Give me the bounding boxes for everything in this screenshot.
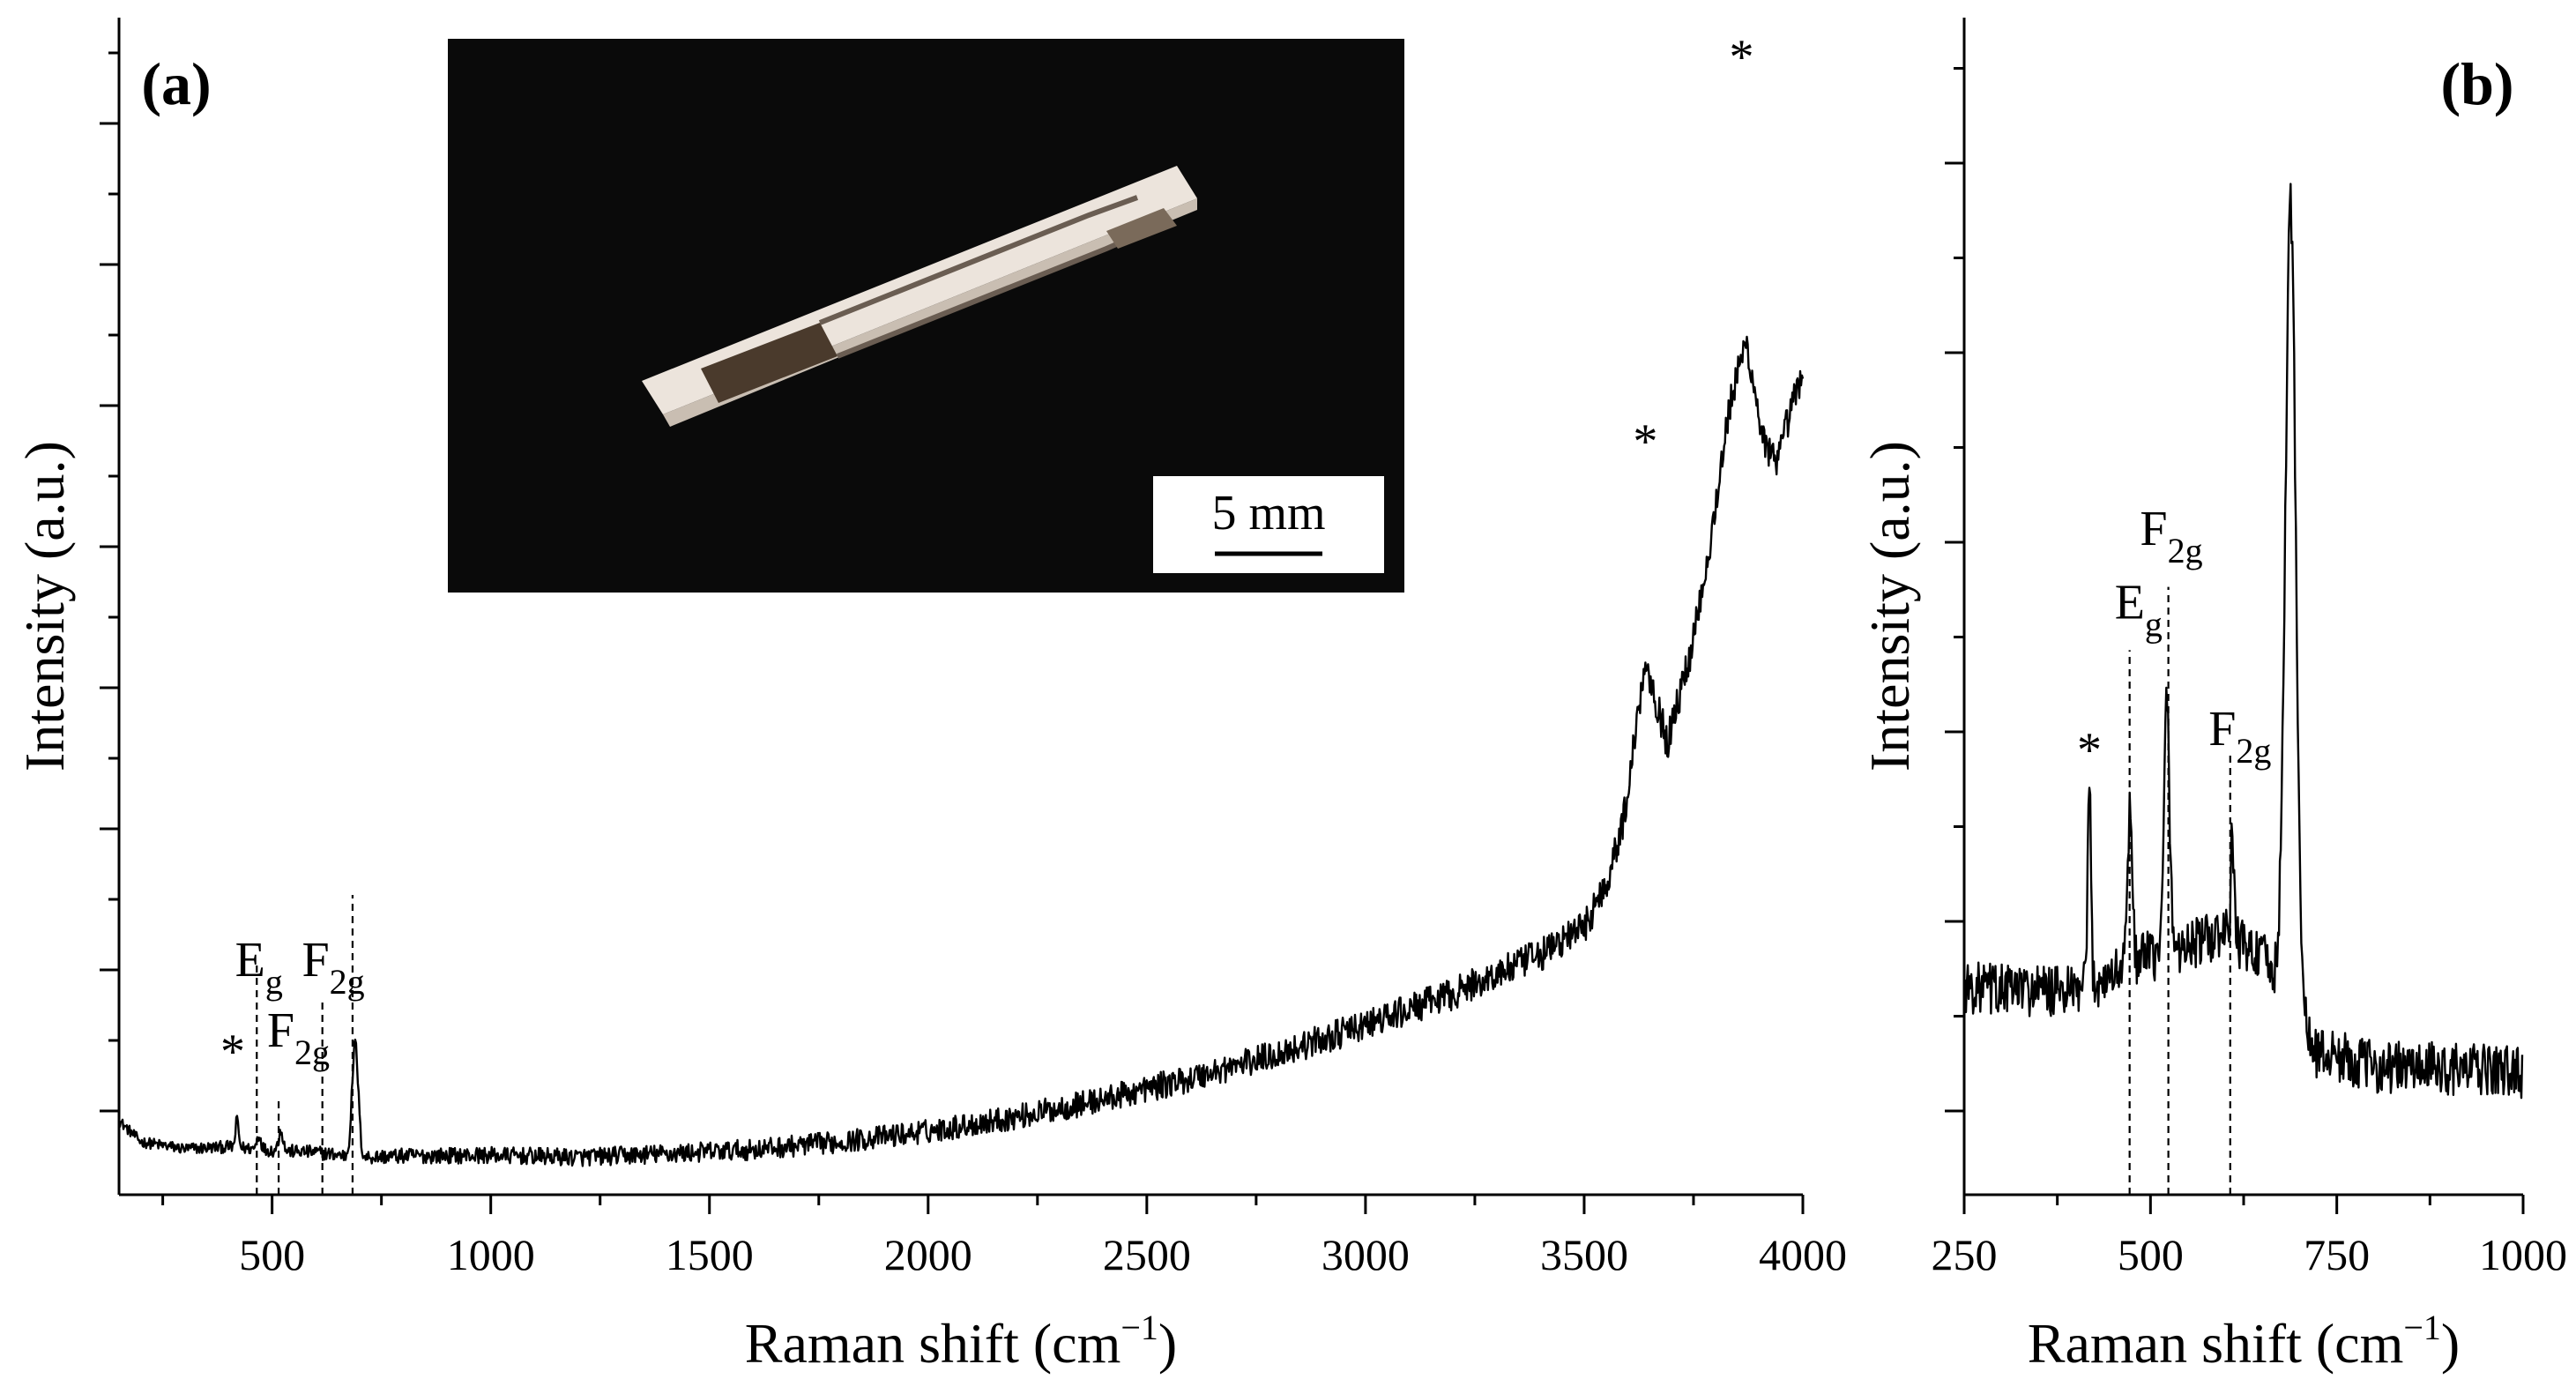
x-tick-label: 3000 — [1322, 1230, 1410, 1279]
peak-label: F2g — [2140, 502, 2202, 570]
spurious-peak-star: * — [2077, 723, 2102, 778]
x-axis-title-main: Raman shift (cm — [745, 1312, 1121, 1375]
spurious-peak-star: * — [220, 1025, 245, 1079]
spurious-peak-star: * — [1633, 414, 1657, 469]
peak-label-sub: 2g — [294, 1032, 330, 1072]
peak-label-main: F — [267, 1003, 294, 1058]
peak-label: Eg — [2115, 575, 2163, 644]
scale-bar-label: 5 mm — [1211, 486, 1325, 540]
x-axis-title: Raman shift (cm−1) — [745, 1308, 1177, 1375]
x-axis-title-end: ) — [1158, 1312, 1177, 1375]
peak-label: F2g — [302, 933, 365, 1002]
x-tick-label: 1000 — [447, 1230, 535, 1279]
peak-label-main: E — [235, 933, 265, 988]
x-tick-label: 500 — [2118, 1230, 2184, 1279]
spurious-peak-star: * — [1730, 30, 1754, 85]
x-tick-label: 500 — [239, 1230, 305, 1279]
panel-label: (b) — [2440, 50, 2513, 117]
peak-label-sub: g — [2145, 604, 2163, 644]
peak-label: Eg — [235, 933, 283, 1002]
peak-label-main: E — [2115, 575, 2145, 630]
peak-label-sub: 2g — [330, 962, 365, 1002]
peak-label-main: F — [302, 933, 330, 988]
spectrum-series-line — [1962, 183, 2524, 1100]
scale-bar-box — [1153, 476, 1384, 573]
peak-label-main: F — [2208, 702, 2236, 757]
x-axis-title-main: Raman shift (cm — [2028, 1312, 2404, 1375]
x-tick-label: 250 — [1932, 1230, 1998, 1279]
spectrum-series-line — [118, 335, 1805, 1167]
panel-b-chart: 250 500 750 1000 Raman shift (cm−1) Intensity… — [1858, 18, 2567, 1375]
x-axis-title-sup: −1 — [1120, 1308, 1158, 1347]
x-axis-title-end: ) — [2441, 1312, 2460, 1375]
x-tick-label: 4000 — [1759, 1230, 1847, 1279]
peak-label-main: F — [2140, 502, 2167, 556]
x-axis-title: Raman shift (cm−1) — [2028, 1308, 2460, 1375]
panel-label: (a) — [141, 50, 211, 117]
sensing-electrode — [701, 323, 838, 403]
x-axis-title-sup: −1 — [2403, 1308, 2441, 1347]
peak-label-sub: g — [265, 962, 283, 1002]
peak-label-sub: 2g — [2236, 731, 2271, 771]
peak-label: F2g — [267, 1003, 330, 1072]
peak-label-sub: 2g — [2168, 531, 2203, 570]
inset-photo: 5 mm — [448, 39, 1404, 593]
y-axis-title: Intensity (a.u.) — [13, 441, 76, 772]
contact-trace — [818, 195, 1139, 325]
x-tick-label: 750 — [2304, 1230, 2370, 1279]
x-tick-label: 2000 — [884, 1230, 972, 1279]
peak-label: F2g — [2208, 702, 2271, 771]
x-tick-label: 1500 — [666, 1230, 754, 1279]
panel-a-chart: 500 1000 1500 2000 2500 3000 3500 4000 Raman shi… — [13, 18, 1847, 1375]
x-tick-label: 1000 — [2479, 1230, 2567, 1279]
x-tick-label: 3500 — [1540, 1230, 1628, 1279]
y-axis-title: Intensity (a.u.) — [1858, 441, 1921, 772]
contact-pad — [1106, 208, 1177, 249]
x-tick-label: 2500 — [1103, 1230, 1191, 1279]
